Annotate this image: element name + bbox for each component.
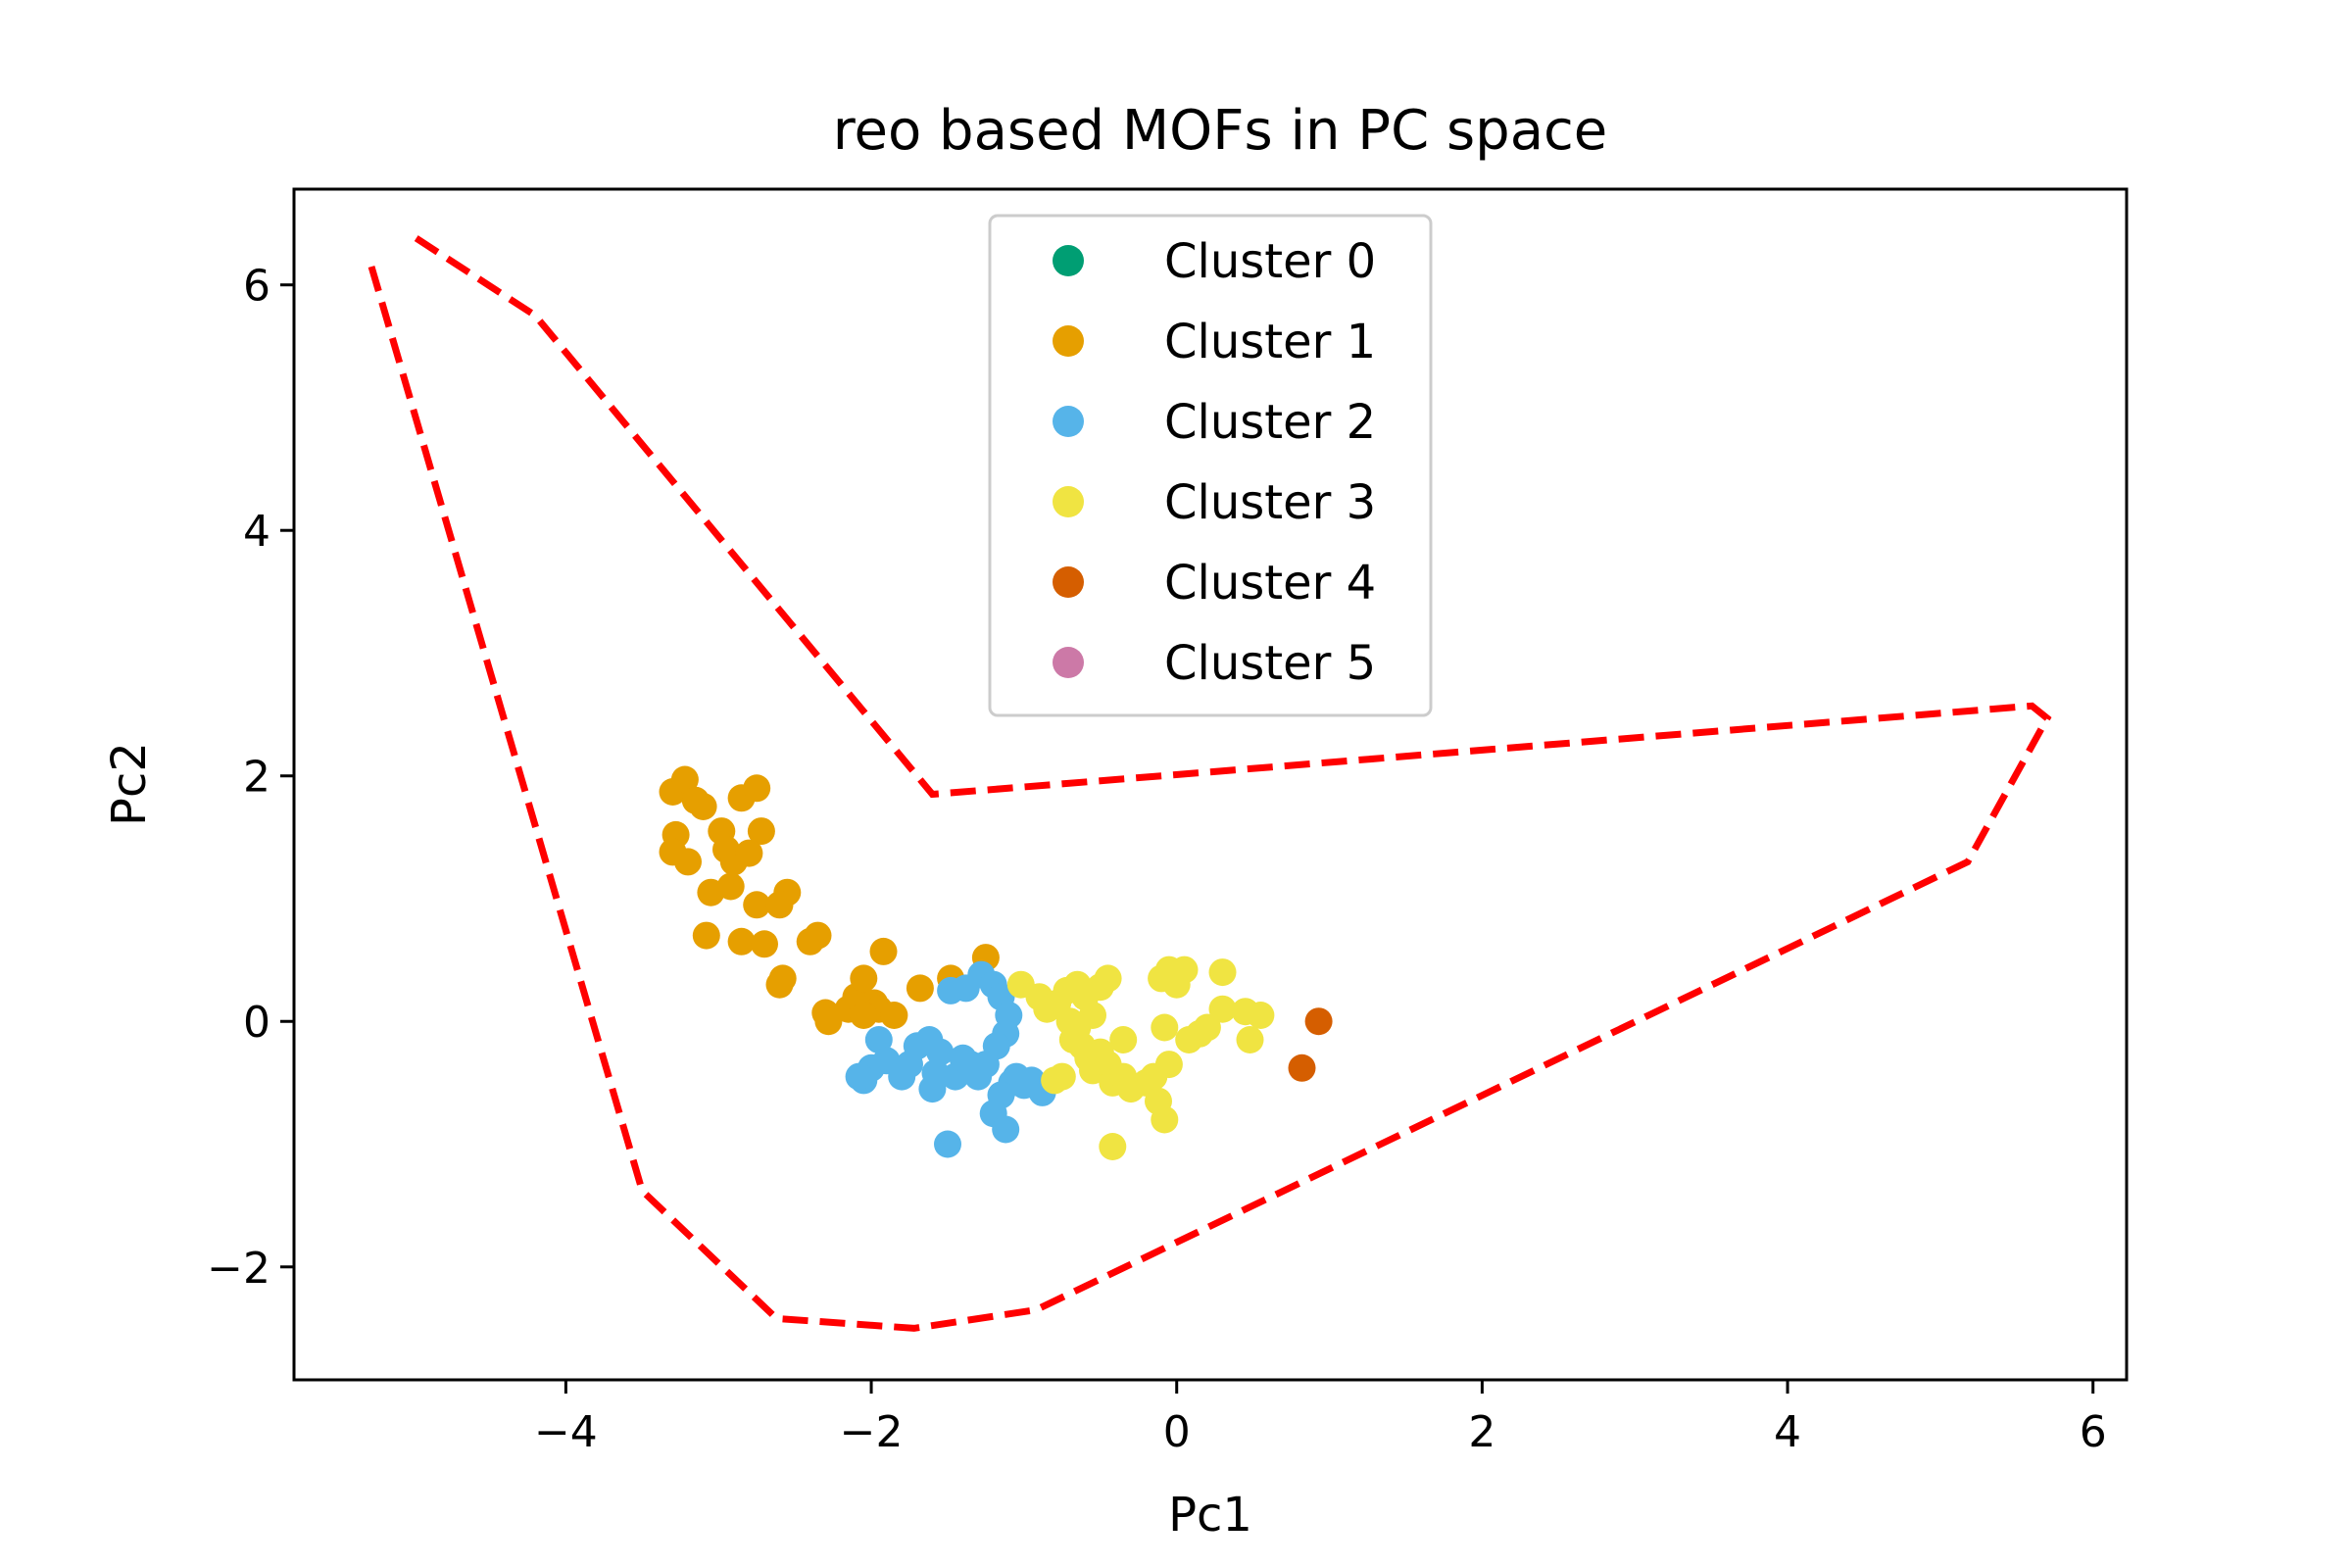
- point-cluster-3-35: [1247, 1002, 1275, 1029]
- legend-marker-3: [1053, 486, 1084, 517]
- hull-layer: [367, 235, 2052, 1332]
- point-cluster-3-28: [1151, 1013, 1179, 1042]
- point-cluster-1-23: [796, 927, 824, 956]
- point-cluster-1-17: [727, 927, 756, 956]
- legend-label-5: Cluster 5: [1164, 636, 1376, 691]
- point-cluster-2-30: [888, 1062, 916, 1091]
- point-cluster-3-23: [1154, 1051, 1183, 1079]
- point-cluster-3-22: [1151, 1105, 1179, 1134]
- point-cluster-2-21: [964, 1062, 993, 1091]
- point-cluster-4-1: [1288, 1054, 1316, 1082]
- point-cluster-3-42: [1109, 1026, 1138, 1054]
- plot-area-frame: [292, 187, 2129, 1382]
- point-cluster-4-0: [1304, 1007, 1333, 1036]
- point-cluster-3-31: [1193, 1013, 1221, 1042]
- legend-marker-2: [1053, 406, 1084, 437]
- legend-label-2: Cluster 2: [1164, 395, 1376, 450]
- legend-box: [988, 214, 1433, 717]
- y-tick-label-0: −2: [207, 1244, 270, 1294]
- point-cluster-3-33: [1208, 995, 1237, 1023]
- point-cluster-2-31: [918, 1075, 947, 1103]
- point-cluster-1-25: [765, 970, 794, 999]
- point-cluster-3-8: [1094, 964, 1122, 993]
- point-cluster-1-18: [751, 930, 778, 958]
- point-cluster-2-27: [934, 1130, 961, 1158]
- legend-marker-4: [1053, 566, 1084, 598]
- point-cluster-3-27: [1162, 970, 1191, 999]
- point-cluster-3-37: [1099, 1133, 1127, 1160]
- point-cluster-1-21: [692, 921, 720, 950]
- point-cluster-3-41: [1063, 1013, 1092, 1042]
- x-axis-label: Pc1: [1168, 1488, 1252, 1543]
- legend-marker-1: [1053, 325, 1084, 357]
- y-tick-label-2: 2: [243, 753, 270, 803]
- x-axis-ticks: −4 −2 0 2 4 6: [534, 1380, 2107, 1457]
- x-tick-label-1: −2: [840, 1407, 904, 1457]
- legend: Cluster 0 Cluster 1 Cluster 2 Cluster 3 Clus…: [988, 214, 1433, 717]
- point-cluster-2-7: [926, 1038, 955, 1066]
- x-tick-label-2: 0: [1163, 1407, 1191, 1457]
- point-cluster-3-40: [1025, 983, 1054, 1011]
- point-cluster-1-14: [747, 817, 775, 846]
- point-cluster-1-34: [906, 974, 934, 1003]
- legend-label-1: Cluster 1: [1164, 315, 1376, 369]
- point-cluster-2-29: [845, 1062, 873, 1091]
- point-cluster-1-37: [850, 1002, 878, 1029]
- x-tick-label-3: 2: [1468, 1407, 1495, 1457]
- point-cluster-1-38: [880, 1002, 908, 1029]
- legend-marker-0: [1053, 245, 1084, 276]
- point-cluster-2-26: [992, 1115, 1020, 1144]
- y-tick-label-4: 6: [243, 262, 270, 312]
- point-cluster-1-3: [689, 793, 717, 820]
- point-cluster-1-30: [850, 964, 878, 993]
- legend-marker-5: [1053, 647, 1084, 678]
- y-tick-label-1: 0: [243, 998, 270, 1048]
- hull-boundary: [367, 235, 2052, 1332]
- legend-entries: Cluster 0 Cluster 1 Cluster 2 Cluster 3 Clus…: [1053, 234, 1376, 691]
- y-axis-ticks: −2 0 2 4 6: [207, 262, 294, 1294]
- chart-title: reo based MOFs in PC space: [833, 99, 1608, 163]
- point-cluster-1-16: [743, 891, 771, 919]
- y-tick-label-3: 4: [243, 507, 270, 557]
- legend-label-0: Cluster 0: [1164, 234, 1376, 289]
- point-cluster-1-15: [735, 839, 763, 867]
- point-cluster-2-33: [1017, 1066, 1046, 1095]
- point-cluster-1-27: [814, 1007, 843, 1036]
- point-cluster-1-33: [869, 937, 898, 965]
- x-tick-label-0: −4: [534, 1407, 598, 1457]
- point-cluster-1-13: [743, 774, 771, 803]
- point-cluster-3-32: [1208, 958, 1237, 987]
- point-cluster-1-1: [670, 765, 699, 794]
- y-axis-label: Pc2: [102, 742, 157, 826]
- point-cluster-1-11: [716, 872, 745, 901]
- x-tick-label-4: 4: [1774, 1407, 1801, 1457]
- point-cluster-1-20: [765, 891, 794, 919]
- legend-label-3: Cluster 3: [1164, 475, 1376, 530]
- x-tick-label-5: 6: [2080, 1407, 2107, 1457]
- points-layer: [659, 765, 1333, 1160]
- point-cluster-2-0: [864, 1026, 893, 1054]
- legend-label-4: Cluster 4: [1164, 556, 1376, 611]
- point-cluster-3-39: [1048, 1062, 1076, 1091]
- point-cluster-3-36: [1236, 1026, 1264, 1054]
- point-cluster-1-6: [674, 848, 702, 876]
